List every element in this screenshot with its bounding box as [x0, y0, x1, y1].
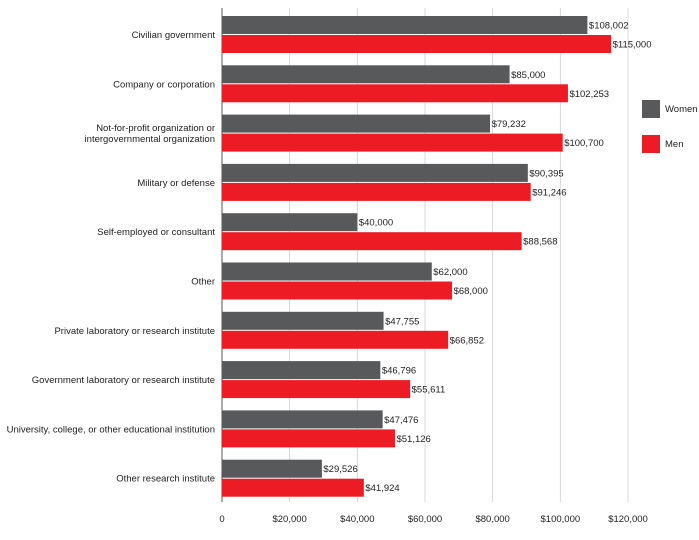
category-label: Government laboratory or research instit… — [32, 375, 215, 386]
value-label: $47,476 — [384, 415, 418, 426]
bar-men — [222, 182, 531, 201]
category-label: Private laboratory or research institute — [54, 326, 215, 337]
bar-men — [222, 232, 522, 251]
value-label: $41,924 — [365, 483, 399, 494]
bar-women — [222, 213, 358, 232]
x-tick-label: $100,000 — [541, 514, 581, 525]
category-label: University, college, or other educationa… — [7, 424, 215, 435]
bar-women — [222, 16, 588, 34]
x-tick-label: $80,000 — [475, 514, 509, 525]
value-label: $91,246 — [532, 187, 566, 198]
category-label: Not-for-profit organization or — [96, 123, 215, 134]
bar-women — [222, 361, 381, 380]
bar-women — [222, 459, 322, 478]
bars-group — [222, 16, 612, 497]
x-tick-label: $40,000 — [340, 514, 374, 525]
category-labels-group: Civilian government Company or corporatio… — [7, 30, 216, 485]
legend-swatch-women — [642, 100, 660, 118]
category-label: Company or corporation — [113, 79, 215, 90]
value-label: $40,000 — [359, 218, 393, 229]
bar-women — [222, 311, 384, 330]
bar-men — [222, 133, 563, 152]
legend-swatch-men — [642, 135, 660, 153]
value-label: $51,126 — [396, 434, 430, 445]
value-label: $29,526 — [323, 464, 357, 475]
legend: Women Men — [642, 100, 698, 153]
value-label: $85,000 — [511, 70, 545, 81]
value-label: $108,002 — [589, 21, 629, 32]
value-label: $47,755 — [385, 316, 419, 327]
value-labels-group: $108,002 $115,000 $85,000 $102,253 $79,232 $1… — [323, 21, 651, 495]
category-label: Military or defense — [137, 178, 215, 189]
x-axis-ticks-group: 0 $20,000 $40,000 $60,000 $80,000 $100,000 $12… — [219, 514, 647, 525]
legend-label-men: Men — [665, 139, 683, 150]
bar-men — [222, 330, 449, 349]
value-label: $88,568 — [523, 237, 557, 248]
x-tick-label: $120,000 — [608, 514, 648, 525]
x-tick-label: $60,000 — [408, 514, 442, 525]
value-label: $68,000 — [454, 286, 488, 297]
value-label: $79,232 — [492, 119, 526, 130]
bar-women — [222, 114, 491, 133]
category-label: Other research institute — [116, 474, 215, 485]
bar-men — [222, 35, 612, 53]
legend-label-women: Women — [665, 104, 698, 115]
x-tick-label: 0 — [219, 514, 224, 525]
bar-women — [222, 410, 383, 429]
value-label: $66,852 — [450, 335, 484, 346]
bar-men — [222, 429, 395, 448]
bar-men — [222, 380, 411, 399]
bar-women — [222, 65, 510, 84]
bar-men — [222, 84, 568, 103]
value-label: $115,000 — [613, 40, 652, 51]
value-label: $100,700 — [564, 138, 604, 149]
bar-men — [222, 478, 364, 497]
category-label: Civilian government — [132, 30, 216, 41]
category-label: Self-employed or consultant — [97, 227, 215, 238]
value-label: $62,000 — [433, 267, 467, 278]
value-label: $102,253 — [569, 89, 609, 100]
value-label: $55,611 — [412, 385, 446, 396]
value-label: $46,796 — [382, 366, 416, 377]
x-tick-label: $20,000 — [272, 514, 306, 525]
bar-men — [222, 281, 453, 300]
category-label: intergovernmental organization — [85, 134, 215, 145]
value-label: $90,395 — [529, 168, 563, 179]
bar-women — [222, 262, 432, 281]
category-label: Other — [191, 277, 215, 288]
bar-women — [222, 163, 528, 182]
